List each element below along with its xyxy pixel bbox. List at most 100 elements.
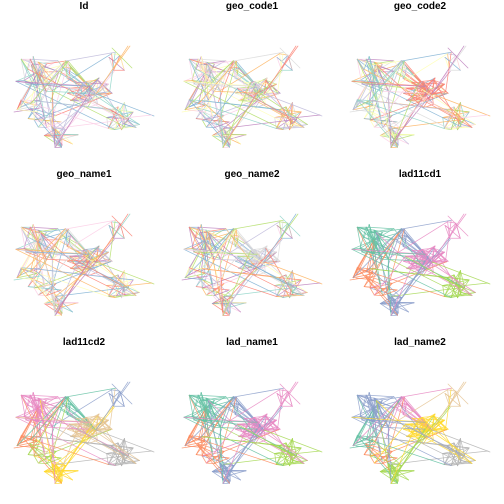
network-edge: [256, 92, 266, 105]
network-edge: [30, 229, 69, 273]
network-plot-lad11cd2: [13, 381, 155, 484]
network-edge: [236, 403, 239, 411]
network-edge: [238, 256, 254, 269]
panel-lad11cd2: lad11cd2: [0, 336, 168, 504]
network-edge: [222, 247, 267, 316]
network-edge: [54, 250, 83, 316]
network-edge: [424, 100, 473, 128]
network-edge: [253, 88, 308, 125]
network-edge: [13, 443, 41, 449]
network-edge: [20, 100, 34, 108]
network-edge: [195, 236, 297, 288]
network-edge: [188, 394, 197, 406]
network-edge: [401, 387, 452, 398]
network-edge: [123, 111, 134, 119]
network-edge: [20, 226, 27, 253]
network-edge: [197, 58, 227, 62]
network-edge: [54, 79, 99, 148]
network-edge: [201, 455, 207, 464]
network-edge: [20, 58, 29, 70]
network-edge: [183, 407, 207, 418]
network-edge: [233, 396, 265, 431]
network-edge: [281, 390, 289, 398]
network-edge: [37, 87, 70, 128]
network-edge: [424, 92, 434, 105]
network-edge: [374, 62, 382, 67]
network-edge: [390, 143, 398, 148]
network-edge: [43, 468, 60, 472]
network-edge: [387, 258, 462, 296]
network-edge: [257, 421, 260, 428]
network-edge: [356, 226, 365, 238]
network-edge: [43, 300, 60, 304]
network-edge: [69, 423, 86, 426]
network-edge: [425, 421, 428, 428]
network-edge: [351, 248, 452, 298]
network-edge: [356, 226, 377, 269]
network-edge: [356, 71, 375, 108]
network-edge: [197, 58, 215, 92]
network-edge: [27, 236, 129, 288]
network-edge: [404, 235, 407, 243]
panel-title-geo-name1: geo_name1: [56, 169, 112, 180]
network-edge: [287, 222, 293, 239]
network-edge: [356, 394, 365, 406]
network-edge: [382, 396, 403, 401]
network-edge: [37, 255, 70, 296]
network-edge: [123, 447, 134, 455]
network-edge: [387, 90, 462, 128]
network-edge: [237, 87, 254, 90]
network-edge: [211, 300, 228, 304]
network-edge: [229, 474, 241, 481]
network-edge: [390, 415, 435, 484]
network-edge: [89, 85, 92, 92]
network-edge: [113, 390, 121, 398]
edge-group: [181, 213, 323, 316]
network-edge: [427, 251, 445, 267]
network-edge: [54, 143, 62, 148]
network-edge: [211, 468, 228, 472]
network-edge: [369, 436, 371, 457]
network-edge: [69, 423, 122, 454]
network-edge: [123, 282, 153, 287]
network-edge: [263, 45, 297, 95]
network-edge: [123, 286, 129, 293]
network-edge: [70, 424, 86, 437]
network-edge: [291, 447, 302, 455]
network-plot-lad-name1: [181, 381, 323, 484]
network-edge: [381, 258, 425, 262]
network-edge: [106, 285, 109, 297]
network-edge: [356, 58, 365, 70]
network-edge: [281, 381, 299, 405]
network-edge: [55, 296, 73, 313]
network-edge: [459, 454, 465, 461]
network-edge: [127, 111, 134, 121]
network-edge: [238, 424, 254, 437]
network-edge: [65, 228, 97, 263]
network-edge: [207, 400, 256, 445]
network-edge: [198, 232, 216, 296]
network-edge: [427, 419, 445, 435]
network-edge: [281, 54, 289, 62]
network-edge: [51, 293, 62, 316]
network-edge: [123, 118, 129, 125]
network-edge: [204, 271, 234, 298]
network-edge: [85, 424, 140, 461]
network-edge: [207, 64, 256, 109]
network-edge: [200, 392, 213, 453]
network-edge: [372, 103, 402, 130]
network-edge: [375, 400, 391, 481]
network-edge: [356, 99, 370, 101]
network-edge: [195, 56, 202, 70]
network-edge: [184, 267, 190, 279]
network-edge: [106, 117, 109, 129]
network-edge: [355, 109, 375, 113]
network-edge: [188, 226, 195, 253]
network-edge: [365, 58, 383, 92]
network-edge: [421, 424, 476, 461]
network-edge: [223, 128, 241, 145]
network-edge: [375, 232, 424, 277]
network-edge: [20, 394, 41, 437]
network-edge: [449, 45, 467, 69]
network-edge: [373, 255, 406, 296]
